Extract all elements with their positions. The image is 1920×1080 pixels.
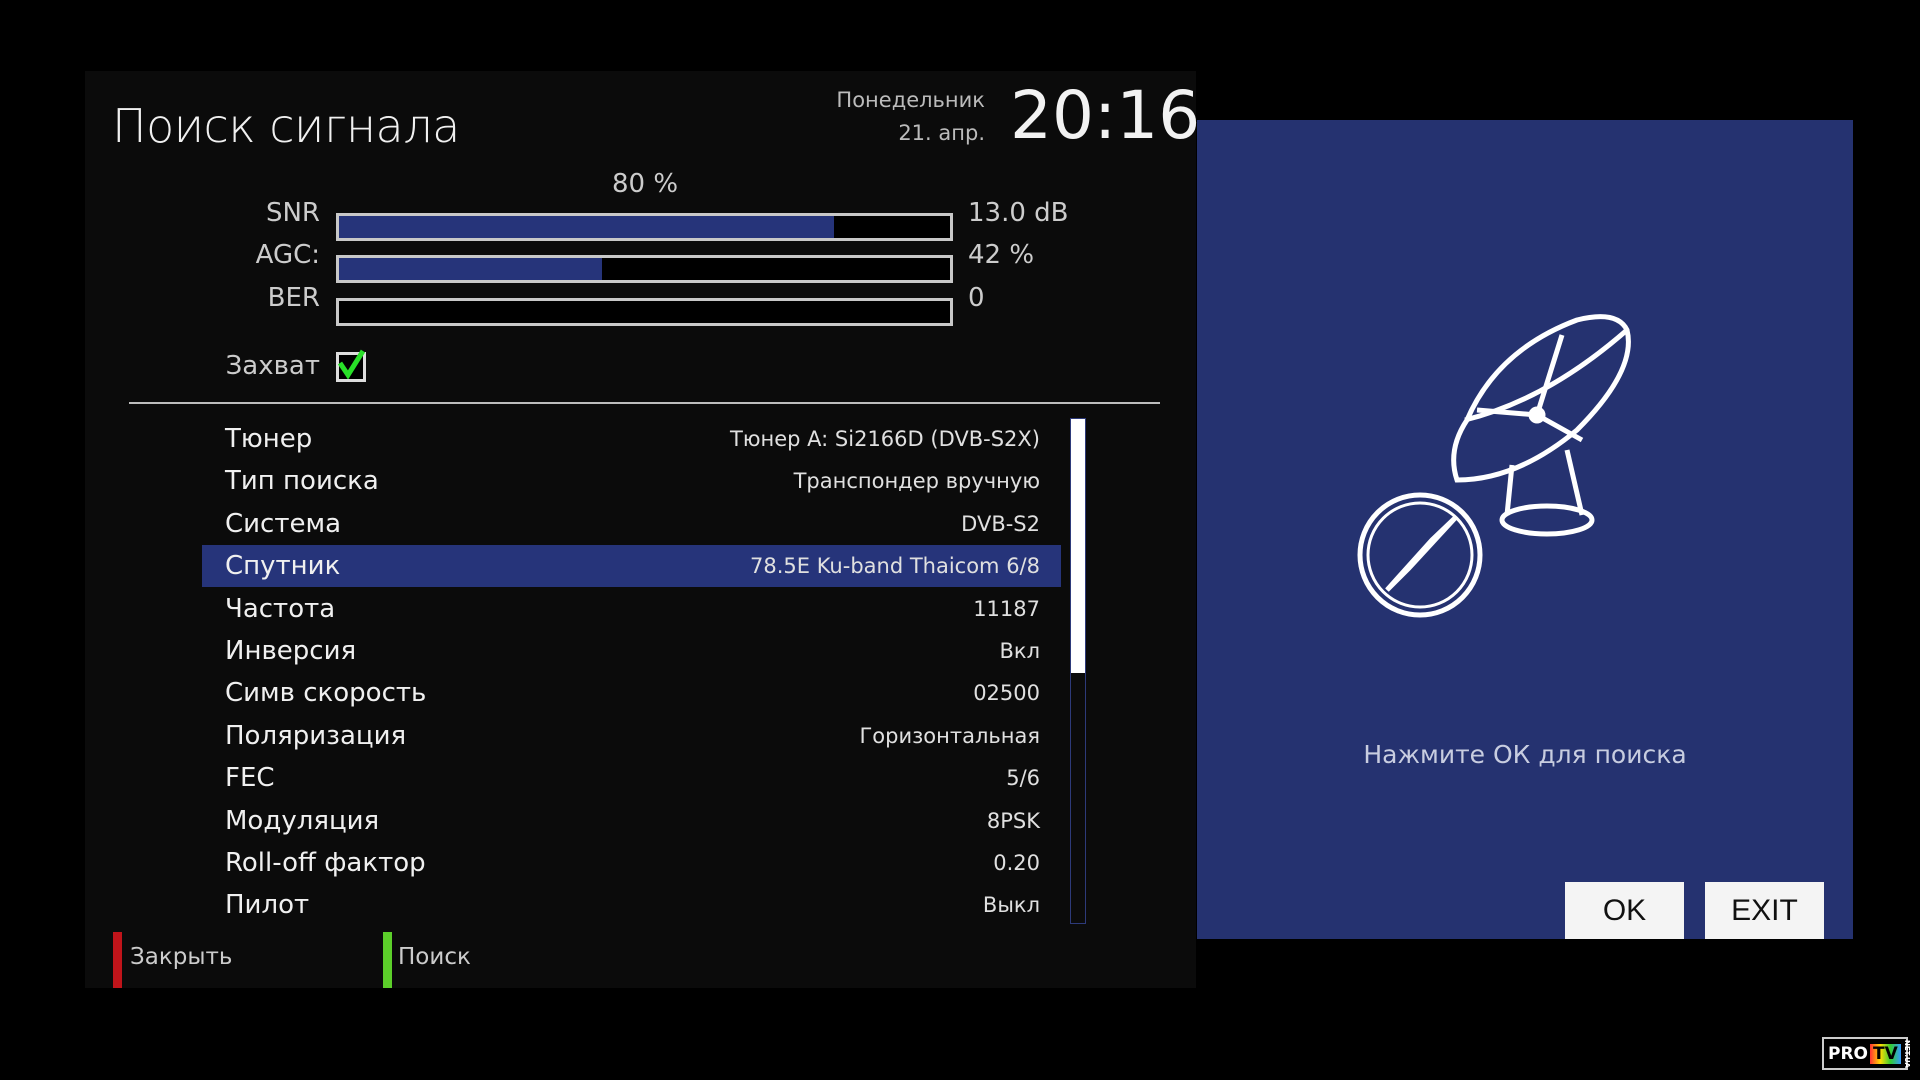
setting-value: 5/6 bbox=[1006, 766, 1040, 791]
setting-label: FEC bbox=[225, 763, 275, 794]
agc-value: 42 % bbox=[968, 240, 1035, 270]
protv-logo: PRO TV NET.UA bbox=[1822, 1037, 1911, 1070]
setting-row[interactable]: Roll-off фактор 0.20 bbox=[202, 842, 1061, 884]
setting-label: Инверсия bbox=[225, 636, 357, 666]
ok-button[interactable]: OK bbox=[1565, 882, 1684, 939]
scrollbar-thumb[interactable] bbox=[1071, 419, 1085, 673]
setting-value: 02500 bbox=[973, 681, 1040, 706]
snr-bar bbox=[336, 213, 953, 241]
search-dialog: Нажмите ОК для поиска OK EXIT bbox=[1197, 120, 1853, 939]
search-button[interactable]: Поиск bbox=[398, 944, 471, 970]
setting-value: DVB-S2 bbox=[961, 511, 1040, 536]
meter-fill bbox=[339, 258, 602, 280]
snr-value: 13.0 dB bbox=[968, 198, 1069, 228]
setting-row[interactable]: Спутник 78.5E Ku-band Thaicom 6/8 bbox=[202, 545, 1061, 588]
setting-label: Частота bbox=[225, 593, 336, 624]
setting-value: 8PSK bbox=[986, 808, 1040, 833]
setting-value: Вкл bbox=[999, 639, 1040, 663]
setting-value: 0.20 bbox=[993, 851, 1040, 875]
setting-row[interactable]: Тип поиска Транспондер вручную bbox=[202, 460, 1061, 502]
setting-label: Тип поиска bbox=[225, 466, 379, 497]
close-button[interactable]: Закрыть bbox=[130, 944, 233, 970]
setting-value: Транспондер вручную bbox=[793, 469, 1040, 494]
setting-row[interactable]: Тюнер Тюнер A: Si2166D (DVB-S2X) bbox=[202, 418, 1061, 460]
setting-label: Система bbox=[225, 508, 342, 539]
snr-label: SNR bbox=[265, 198, 320, 228]
signal-search-panel: Поиск сигнала Понедельник 21. апр. 20:16… bbox=[85, 71, 1200, 988]
lock-checkbox bbox=[336, 349, 366, 382]
setting-row[interactable]: Система DVB-S2 bbox=[202, 503, 1061, 545]
setting-label: Пилот bbox=[225, 890, 310, 921]
setting-row[interactable]: Инверсия Вкл bbox=[202, 630, 1061, 672]
setting-value: 78.5E Ku-band Thaicom 6/8 bbox=[750, 554, 1040, 579]
lock-label: Захват bbox=[225, 351, 320, 381]
setting-row[interactable]: Частота 11187 bbox=[202, 588, 1061, 630]
setting-row[interactable]: FEC 5/6 bbox=[202, 757, 1061, 799]
setting-label: Тюнер bbox=[225, 424, 313, 454]
setting-value: Тюнер A: Si2166D (DVB-S2X) bbox=[730, 427, 1040, 451]
setting-value: Выкл bbox=[982, 893, 1040, 918]
checkmark-icon bbox=[337, 349, 366, 379]
page-title: Поиск сигнала bbox=[112, 99, 460, 153]
ber-label: BER bbox=[267, 283, 320, 313]
search-hint: Нажмите ОК для поиска bbox=[1363, 740, 1687, 769]
scrollbar[interactable] bbox=[1070, 418, 1086, 924]
date: 21. апр. bbox=[898, 121, 985, 145]
agc-bar bbox=[336, 255, 953, 283]
weekday: Понедельник bbox=[836, 88, 985, 112]
setting-label: Поляризация bbox=[225, 720, 407, 751]
setting-row[interactable]: Модуляция 8PSK bbox=[202, 800, 1061, 842]
clock: 20:16 bbox=[1010, 77, 1201, 154]
exit-button[interactable]: EXIT bbox=[1705, 882, 1824, 939]
satellite-dish-compass-icon bbox=[1357, 314, 1631, 618]
divider bbox=[129, 402, 1160, 404]
meter-fill bbox=[339, 216, 834, 238]
signal-quality: 80 % bbox=[611, 169, 679, 199]
setting-row[interactable]: Симв скорость 02500 bbox=[202, 672, 1061, 714]
ber-value: 0 bbox=[968, 283, 985, 313]
ber-bar bbox=[336, 298, 953, 326]
red-key-indicator bbox=[113, 932, 122, 988]
setting-value: Горизонтальная bbox=[859, 723, 1040, 748]
setting-label: Roll-off фактор bbox=[225, 848, 426, 878]
setting-label: Симв скорость bbox=[225, 678, 427, 709]
setting-label: Спутник bbox=[225, 551, 341, 582]
setting-row[interactable]: Поляризация Горизонтальная bbox=[202, 715, 1061, 757]
green-key-indicator bbox=[383, 932, 392, 988]
setting-label: Модуляция bbox=[225, 805, 380, 836]
setting-value: 11187 bbox=[973, 596, 1040, 621]
agc-label: AGC: bbox=[255, 240, 320, 270]
setting-row[interactable]: Пилот Выкл bbox=[202, 884, 1061, 926]
